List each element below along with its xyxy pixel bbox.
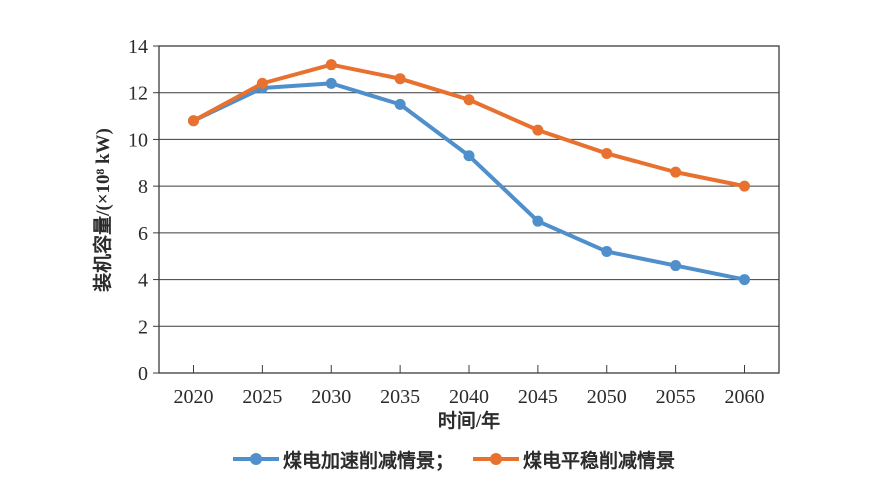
data-point-marker [463, 94, 475, 106]
data-series [188, 59, 750, 286]
data-point-marker [394, 98, 406, 110]
x-tick-label: 2030 [311, 386, 351, 408]
y-tick-label: 14 [128, 36, 148, 58]
x-tick-label: 2060 [725, 386, 765, 408]
data-point-marker [739, 180, 750, 192]
legend-label-accelerated: 煤电加速削减情景； [282, 450, 454, 472]
y-tick-label: 12 [128, 83, 148, 105]
legend-dot-accelerated [249, 453, 262, 465]
data-point-marker [188, 115, 199, 127]
x-tick-label: 2040 [449, 386, 489, 408]
x-tick-label: 2035 [380, 386, 420, 408]
gridlines [159, 92, 779, 327]
plot-border [158, 45, 780, 374]
y-tick-label: 0 [138, 363, 148, 385]
data-point-marker [670, 260, 682, 272]
y-tick-label: 8 [138, 176, 148, 198]
data-point-marker [463, 150, 475, 162]
legend: 煤电加速削减情景； 煤电平稳削减情景 [0, 445, 879, 473]
y-tick-label: 4 [138, 270, 148, 292]
y-tick-label: 10 [128, 129, 148, 151]
data-point-marker [256, 77, 268, 89]
axes [153, 45, 780, 374]
data-point-marker [532, 215, 544, 227]
series-line [191, 62, 747, 189]
data-point-marker [601, 246, 613, 258]
x-tick-label: 2020 [174, 386, 214, 408]
data-point-marker [325, 59, 337, 71]
series-line [191, 81, 747, 282]
data-point-marker [532, 124, 544, 136]
data-point-marker [601, 147, 613, 159]
y-tick-label: 6 [138, 223, 148, 245]
x-tick-label: 2055 [656, 386, 696, 408]
x-tick-label: 2025 [242, 386, 282, 408]
tick-labels: 0 2 4 6 8 10 12 14 2020 2025 2030 2035 2040 2045 2050 2… [128, 36, 765, 408]
data-point-marker [739, 274, 750, 286]
legend-swatch-steady [473, 453, 519, 465]
y-tick-label: 2 [138, 316, 148, 338]
legend-item-steady: 煤电平稳削减情景 [472, 446, 675, 473]
y-axis-title: 装机容量/(×10⁸ kW) [91, 128, 114, 293]
x-axis-title: 时间/年 [438, 409, 500, 432]
x-tick-label: 2045 [518, 386, 558, 408]
legend-label-steady: 煤电平稳削减情景 [523, 450, 676, 472]
data-point-marker [670, 166, 682, 178]
legend-swatch-accelerated [232, 453, 279, 465]
legend-dot-steady [490, 453, 502, 465]
x-tick-label: 2050 [587, 386, 627, 408]
data-point-marker [394, 73, 406, 85]
legend-item-accelerated: 煤电加速削减情景； [232, 446, 454, 473]
data-point-marker [325, 77, 337, 89]
